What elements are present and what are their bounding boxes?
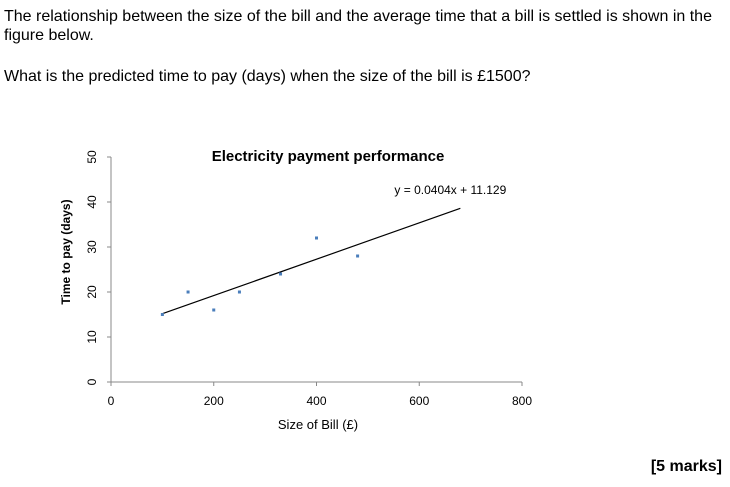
data-point <box>212 308 216 312</box>
y-tick-label: 40 <box>85 195 99 209</box>
question-intro: The relationship between the size of the… <box>4 8 712 44</box>
marks-label: [5 marks] <box>650 458 722 475</box>
x-axis-label: Size of Bill (£) <box>278 417 358 432</box>
data-point <box>186 290 190 294</box>
data-point <box>237 290 241 294</box>
y-tick-label: 10 <box>85 330 99 344</box>
y-axis-label: Time to pay (days) <box>59 199 73 304</box>
data-point <box>315 236 318 240</box>
x-tick-label: 600 <box>409 394 429 408</box>
trendline-equation: y = 0.0404x + 11.129 <box>394 183 506 197</box>
data-point <box>356 254 360 258</box>
trendline <box>162 207 461 315</box>
y-tick-label: 20 <box>85 285 99 299</box>
data-point <box>160 313 164 316</box>
question-prompt: What is the predicted time to pay (days)… <box>4 68 531 85</box>
x-tick-label: 800 <box>512 394 532 408</box>
x-tick-label: 400 <box>306 394 326 408</box>
y-tick-label: 50 <box>85 150 99 164</box>
y-tick-label: 0 <box>85 378 99 385</box>
x-tick-label: 200 <box>204 394 224 408</box>
x-tick-label: 0 <box>108 394 115 408</box>
chart-title: Electricity payment performance <box>212 148 445 165</box>
y-tick-label: 30 <box>85 240 99 254</box>
data-point <box>279 272 283 276</box>
